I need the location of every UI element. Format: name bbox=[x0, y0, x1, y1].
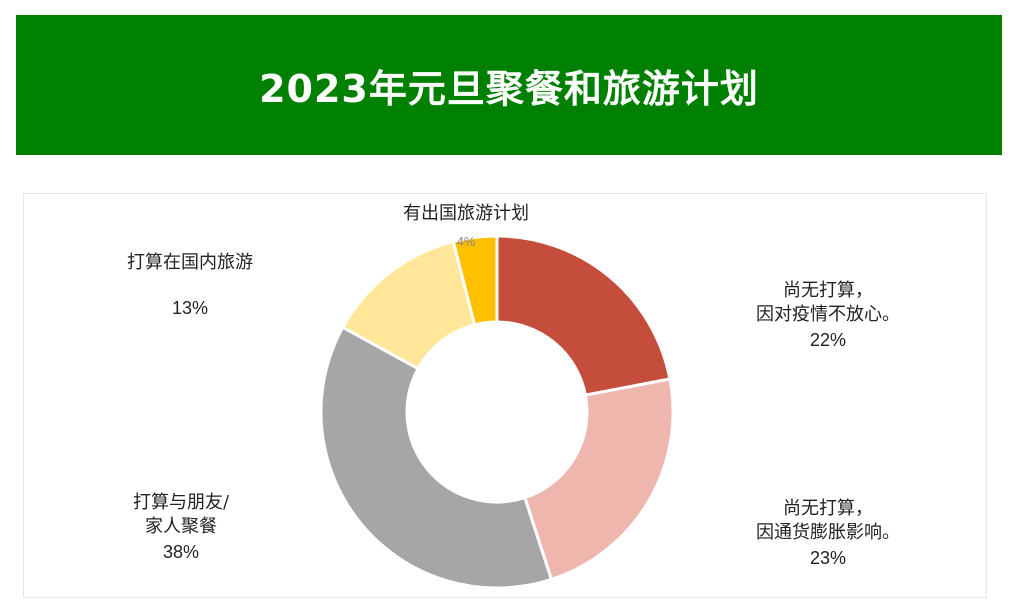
slice-category-label: 因对疫情不放心。 bbox=[756, 304, 900, 325]
slice-label-4: 打算在国内旅游 13% bbox=[127, 252, 253, 318]
doughnut-slice-2 bbox=[522, 377, 675, 582]
slice-category-label: 因通货膨胀影响。 bbox=[756, 522, 900, 543]
title-banner: 2023年元旦聚餐和旅游计划 bbox=[16, 15, 1002, 155]
slice-category-label: 打算在国内旅游 bbox=[127, 252, 253, 273]
slice-label-1: 尚无打算， 因对疫情不放心。 22% bbox=[756, 280, 900, 350]
doughnut-slice-3 bbox=[319, 325, 554, 590]
slice-percent-label: 38% bbox=[163, 542, 199, 562]
slice-category-label: 有出国旅游计划 bbox=[403, 203, 529, 224]
slice-percent-label: 23% bbox=[810, 548, 846, 568]
slice-category-label: 尚无打算， bbox=[783, 280, 873, 301]
slice-percent-label: 13% bbox=[172, 298, 208, 318]
slice-category-label: 家人聚餐 bbox=[145, 516, 217, 537]
page-title: 2023年元旦聚餐和旅游计划 bbox=[259, 66, 759, 111]
slice-label-3: 打算与朋友/家人聚餐 38% bbox=[133, 492, 230, 562]
slice-label-5: 有出国旅游计划 4% bbox=[403, 203, 529, 249]
slice-category-label: 尚无打算， bbox=[783, 498, 873, 519]
doughnut-slice-1 bbox=[495, 234, 672, 397]
slice-percent-label: 22% bbox=[810, 330, 846, 350]
slice-percent-label: 4% bbox=[457, 234, 476, 249]
slice-category-label: 打算与朋友/ bbox=[133, 492, 230, 513]
slice-label-2: 尚无打算， 因通货膨胀影响。 23% bbox=[756, 498, 900, 568]
doughnut-slice-5 bbox=[451, 234, 499, 327]
